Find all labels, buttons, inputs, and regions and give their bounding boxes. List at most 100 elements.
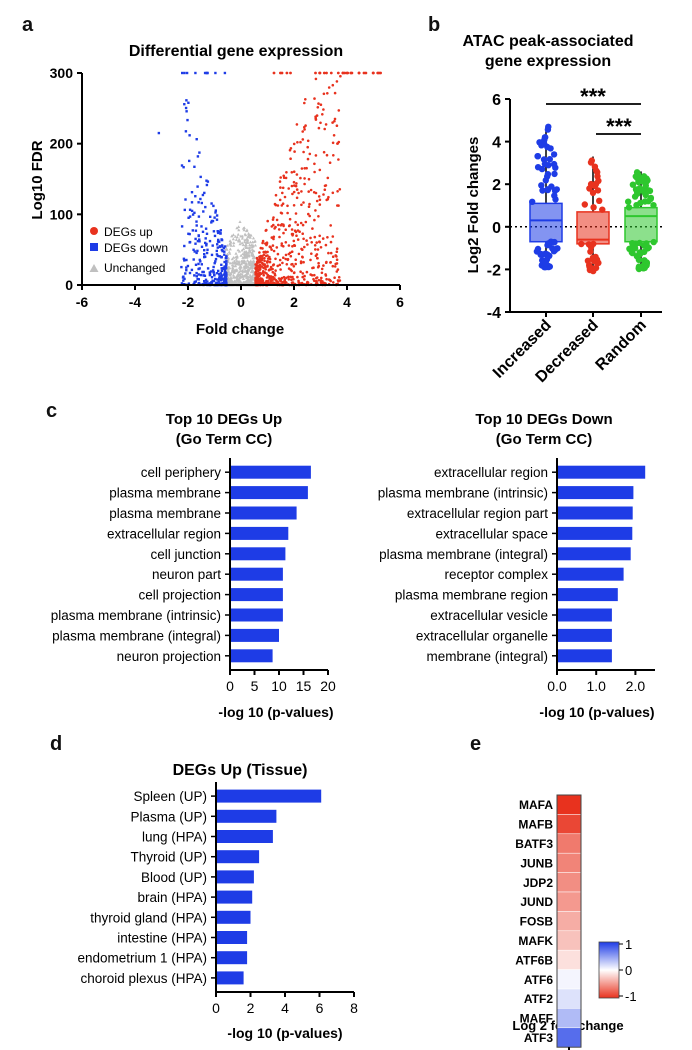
up-point — [290, 228, 294, 231]
category-label: Spleen (UP) — [133, 789, 207, 804]
down-point — [182, 257, 186, 260]
gene-label: JUNB — [520, 856, 553, 870]
down-point — [193, 211, 196, 214]
up-point — [270, 248, 273, 251]
down-point — [203, 71, 207, 75]
volcano-plot: Differential gene expression Log10 FDR F… — [29, 43, 404, 338]
down-point — [218, 282, 222, 285]
up-point — [297, 252, 301, 256]
bar-chart-tissue: DEGs Up (Tissue) -log 10 (p-values) Sple… — [77, 762, 358, 1041]
up-point — [316, 257, 319, 260]
down-point — [206, 267, 210, 270]
down-point — [199, 260, 202, 263]
down-point — [198, 258, 201, 262]
up-point — [320, 267, 324, 271]
unchanged-point — [235, 269, 239, 273]
up-point — [315, 276, 319, 279]
unchanged-point — [249, 278, 253, 282]
down-point — [193, 282, 196, 285]
up-point — [325, 153, 329, 157]
tissue-bars: Spleen (UP) Plasma (UP) lung (HPA) Thyroid … — [77, 782, 358, 1016]
up-point — [266, 250, 269, 254]
bar — [557, 465, 646, 479]
unchanged-point — [244, 243, 248, 247]
unchanged-point — [242, 228, 246, 232]
boxplot-y-tick-label: 6 — [492, 92, 501, 109]
up-point — [292, 170, 296, 173]
up-point — [332, 134, 336, 137]
unchanged-point — [246, 278, 250, 282]
up-point — [287, 224, 291, 228]
up-point — [296, 229, 300, 232]
bar — [230, 486, 308, 500]
up-point — [275, 246, 279, 249]
up-point — [285, 276, 288, 280]
up-point — [303, 125, 306, 129]
down-point — [185, 269, 188, 272]
up-point — [314, 115, 317, 118]
unchanged-point — [238, 272, 243, 276]
down-point — [222, 247, 226, 250]
unchanged-point — [249, 259, 253, 263]
down-point — [212, 279, 216, 283]
data-point — [539, 187, 546, 194]
down-point — [210, 202, 213, 205]
up-point — [335, 262, 339, 265]
down-point — [225, 255, 228, 258]
down-point — [193, 280, 196, 284]
down-point — [204, 241, 207, 245]
down-point — [218, 245, 222, 248]
up-point — [318, 203, 322, 206]
down-point — [225, 274, 228, 277]
up-point — [282, 245, 285, 248]
category-label: neuron projection — [117, 649, 221, 664]
color-scale-label: 0 — [625, 963, 632, 978]
up-point — [286, 211, 289, 215]
unchanged-point — [230, 234, 234, 238]
up-point — [302, 150, 305, 154]
data-point — [643, 178, 650, 185]
data-point — [584, 257, 592, 264]
bar — [230, 567, 283, 581]
up-point — [291, 245, 294, 248]
unchanged-point — [243, 259, 247, 263]
up-point — [278, 258, 282, 262]
down-point — [157, 131, 161, 135]
heatmap-cell — [556, 969, 582, 990]
unchanged-point — [239, 262, 244, 266]
up-point — [323, 188, 327, 191]
x-tick-label: 2.0 — [626, 678, 646, 694]
up-point — [301, 138, 305, 141]
bar — [216, 890, 253, 904]
down-point — [196, 239, 200, 243]
unchanged-point — [228, 247, 232, 251]
up-point — [299, 140, 302, 144]
down-point — [184, 272, 187, 275]
up-point — [316, 106, 320, 109]
up-point — [326, 92, 329, 95]
up-point — [260, 265, 264, 268]
up-point — [311, 266, 314, 270]
unchanged-point — [236, 232, 240, 236]
up-point — [291, 232, 295, 236]
unchanged-point — [239, 253, 243, 257]
data-point — [544, 186, 551, 193]
up-point — [316, 248, 320, 251]
tissue-title: DEGs Up (Tissue) — [173, 762, 308, 779]
up-point — [306, 243, 309, 246]
data-point — [581, 201, 588, 208]
up-point — [298, 281, 301, 285]
down-point — [217, 280, 220, 283]
down-point — [201, 193, 205, 197]
unchanged-point — [235, 275, 239, 278]
up-point — [293, 150, 296, 153]
bar — [557, 588, 618, 602]
down-point — [223, 245, 227, 248]
heatmap-cell — [556, 891, 582, 912]
down-point — [205, 183, 209, 187]
category-label: extracellular region part — [407, 506, 548, 521]
up-point — [271, 267, 274, 271]
down-point — [205, 71, 208, 75]
up-point — [333, 117, 337, 121]
up-point — [290, 171, 294, 174]
